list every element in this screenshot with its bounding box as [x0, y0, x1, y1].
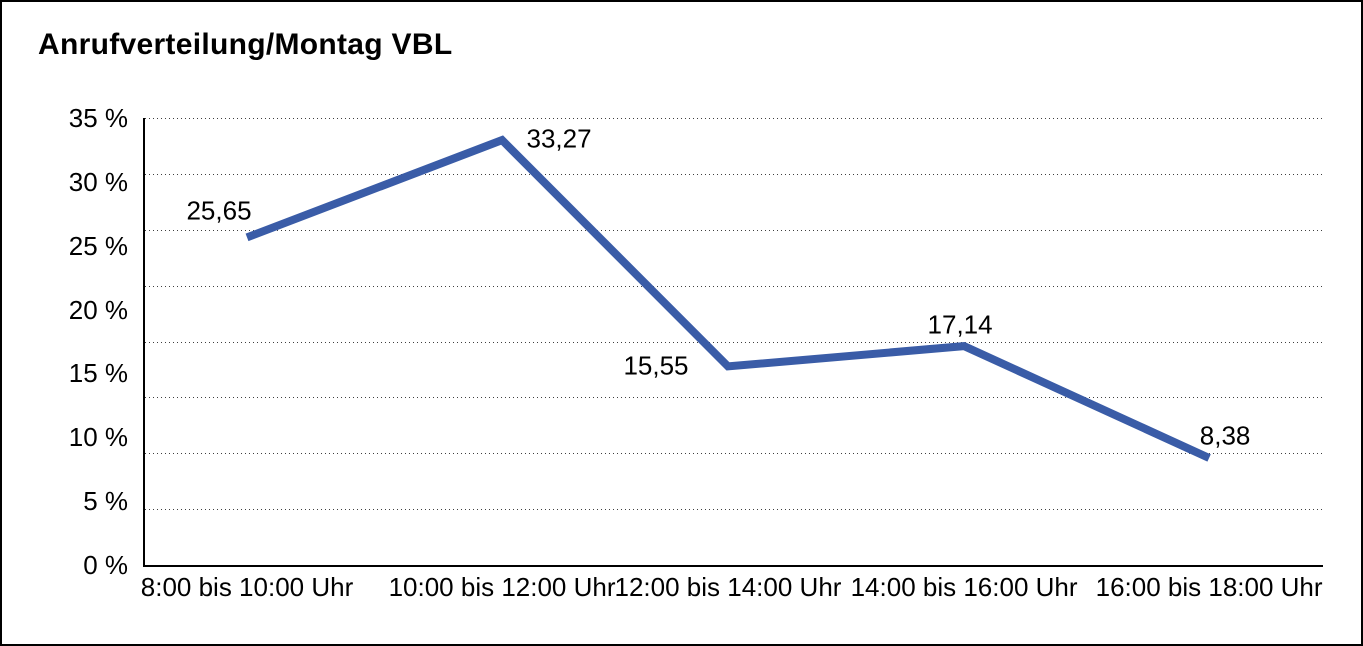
- x-axis-category-label: 8:00 bis 10:00 Uhr: [140, 572, 354, 602]
- y-axis-tick-label: 0 %: [83, 550, 128, 580]
- y-axis-tick-label: 5 %: [83, 486, 128, 517]
- data-point-label: 8,38: [1199, 420, 1251, 451]
- y-axis-tick-label: 35 %: [68, 103, 128, 133]
- gridline: [145, 229, 1323, 231]
- data-point-label: 17,14: [927, 309, 993, 340]
- plot-area: 25,65 33,27 15,55 17,14 8,38: [143, 118, 1323, 567]
- y-axis-tick-label: 25 %: [68, 230, 128, 261]
- gridline: [145, 118, 1323, 119]
- x-axis-category-label: 12:00 bis 14:00 Uhr: [614, 572, 842, 602]
- data-point-label: 15,55: [623, 350, 689, 381]
- data-point-label: 33,27: [526, 123, 592, 154]
- y-axis-tick-label: 15 %: [68, 358, 128, 389]
- y-axis-tick-label: 10 %: [68, 422, 128, 453]
- gridline: [145, 509, 1323, 511]
- data-line-path: [245, 135, 1211, 462]
- x-axis-category-label: 16:00 bis 18:00 Uhr: [1095, 572, 1323, 602]
- gridline: [145, 285, 1323, 287]
- gridline: [145, 341, 1323, 343]
- x-axis-category-label: 14:00 bis 16:00 Uhr: [850, 572, 1078, 602]
- chart-title: Anrufverteilung/Montag VBL: [38, 28, 453, 61]
- gridline: [145, 453, 1323, 455]
- gridline: [145, 173, 1323, 175]
- y-axis-tick-label: 30 %: [68, 166, 128, 197]
- data-line: [245, 135, 1211, 462]
- gridline: [145, 397, 1323, 399]
- y-axis-tick-label: 20 %: [68, 294, 128, 325]
- data-point-label: 25,65: [186, 195, 252, 226]
- x-axis-category-label: 10:00 bis 12:00 Uhr: [388, 572, 616, 602]
